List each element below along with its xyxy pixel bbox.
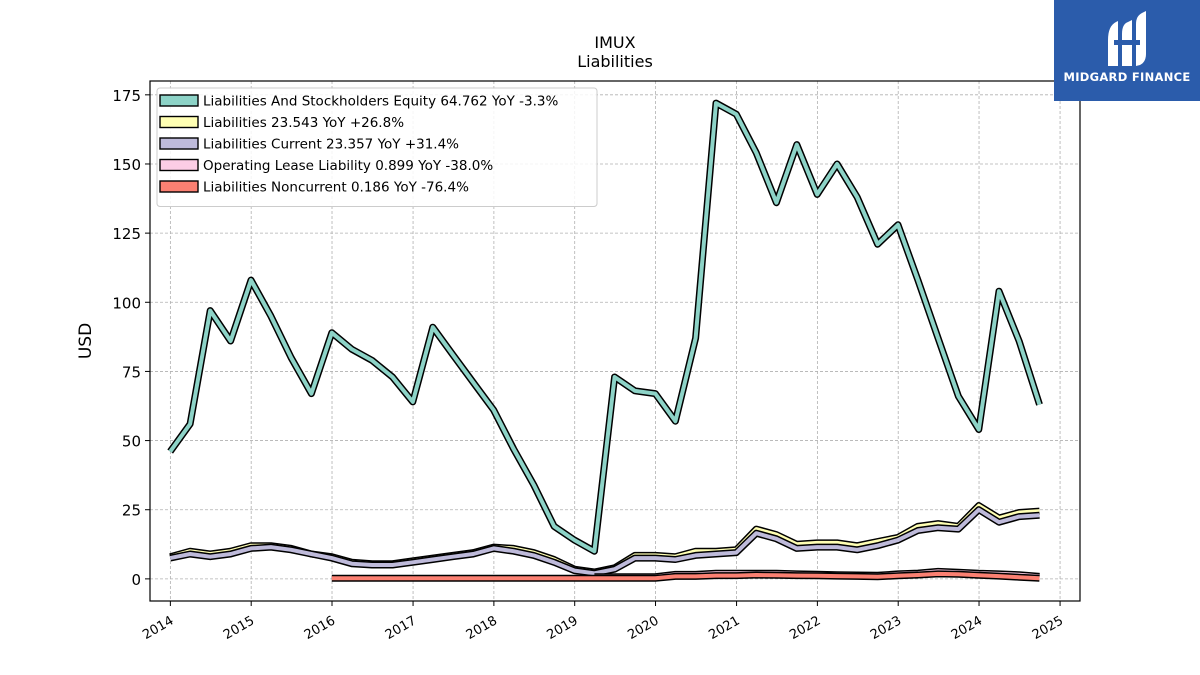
legend-swatch <box>159 115 199 129</box>
x-tick-label: 2025 <box>1030 613 1066 643</box>
y-tick-label: 50 <box>122 433 141 451</box>
chart-subtitle: Liabilities <box>577 52 653 71</box>
y-tick-label: 150 <box>112 156 141 174</box>
legend-swatch <box>159 94 199 107</box>
midgard-logo-icon <box>1108 11 1146 66</box>
series-outline <box>169 506 1040 577</box>
series-line <box>331 571 1040 581</box>
chart-title: IMUX <box>594 33 635 52</box>
series-outline <box>169 502 1040 576</box>
series-liabilities <box>169 502 1040 576</box>
x-tick-label: 2022 <box>787 613 823 643</box>
x-tick-label: 2021 <box>706 613 742 643</box>
x-tick-label: 2024 <box>949 613 985 643</box>
x-tick-label: 2014 <box>140 613 176 643</box>
legend-box <box>156 87 598 207</box>
x-tick-label: 2023 <box>868 613 904 643</box>
y-tick-label: 75 <box>122 363 141 381</box>
legend-entry: Liabilities Noncurrent 0.186 YoY -76.4% <box>203 180 469 196</box>
legend-entry: Liabilities Current 23.357 YoY +31.4% <box>203 137 459 153</box>
y-tick-label: 100 <box>112 294 141 312</box>
brand-logo: MIDGARD FINANCE <box>1054 0 1200 101</box>
series-liabilities-current <box>169 506 1040 577</box>
x-tick-label: 2017 <box>383 613 419 643</box>
x-tick-label: 2019 <box>545 613 581 643</box>
y-tick-label: 125 <box>112 225 141 243</box>
x-tick-label: 2020 <box>625 613 661 643</box>
x-tick-label: 2015 <box>221 613 257 643</box>
series-line <box>169 507 1040 576</box>
legend-entry: Liabilities And Stockholders Equity 64.7… <box>203 94 558 110</box>
series-liabilities-and-stockholders-equity <box>167 99 1043 555</box>
series-line <box>169 503 1040 574</box>
x-tick-label: 2018 <box>464 613 500 643</box>
legend-entry: Operating Lease Liability 0.899 YoY -38.… <box>203 158 493 174</box>
brand-name: MIDGARD FINANCE <box>1063 70 1191 84</box>
x-tick-label: 2016 <box>302 613 338 643</box>
series-lines <box>167 99 1043 582</box>
series-liabilities-noncurrent <box>331 570 1040 582</box>
y-tick-label: 175 <box>112 87 141 105</box>
legend: Liabilities And Stockholders Equity 64.7… <box>156 87 598 207</box>
y-tick-label: 25 <box>122 502 141 520</box>
y-tick-label: 0 <box>131 571 141 589</box>
legend-swatch <box>159 137 199 150</box>
plot-frame <box>149 80 1081 602</box>
y-axis-label: USD <box>76 323 96 359</box>
legend-swatch <box>159 180 199 193</box>
series-line <box>168 101 1042 554</box>
legend-entry: Liabilities 23.543 YoY +26.8% <box>203 115 404 131</box>
legend-swatch <box>159 158 199 172</box>
